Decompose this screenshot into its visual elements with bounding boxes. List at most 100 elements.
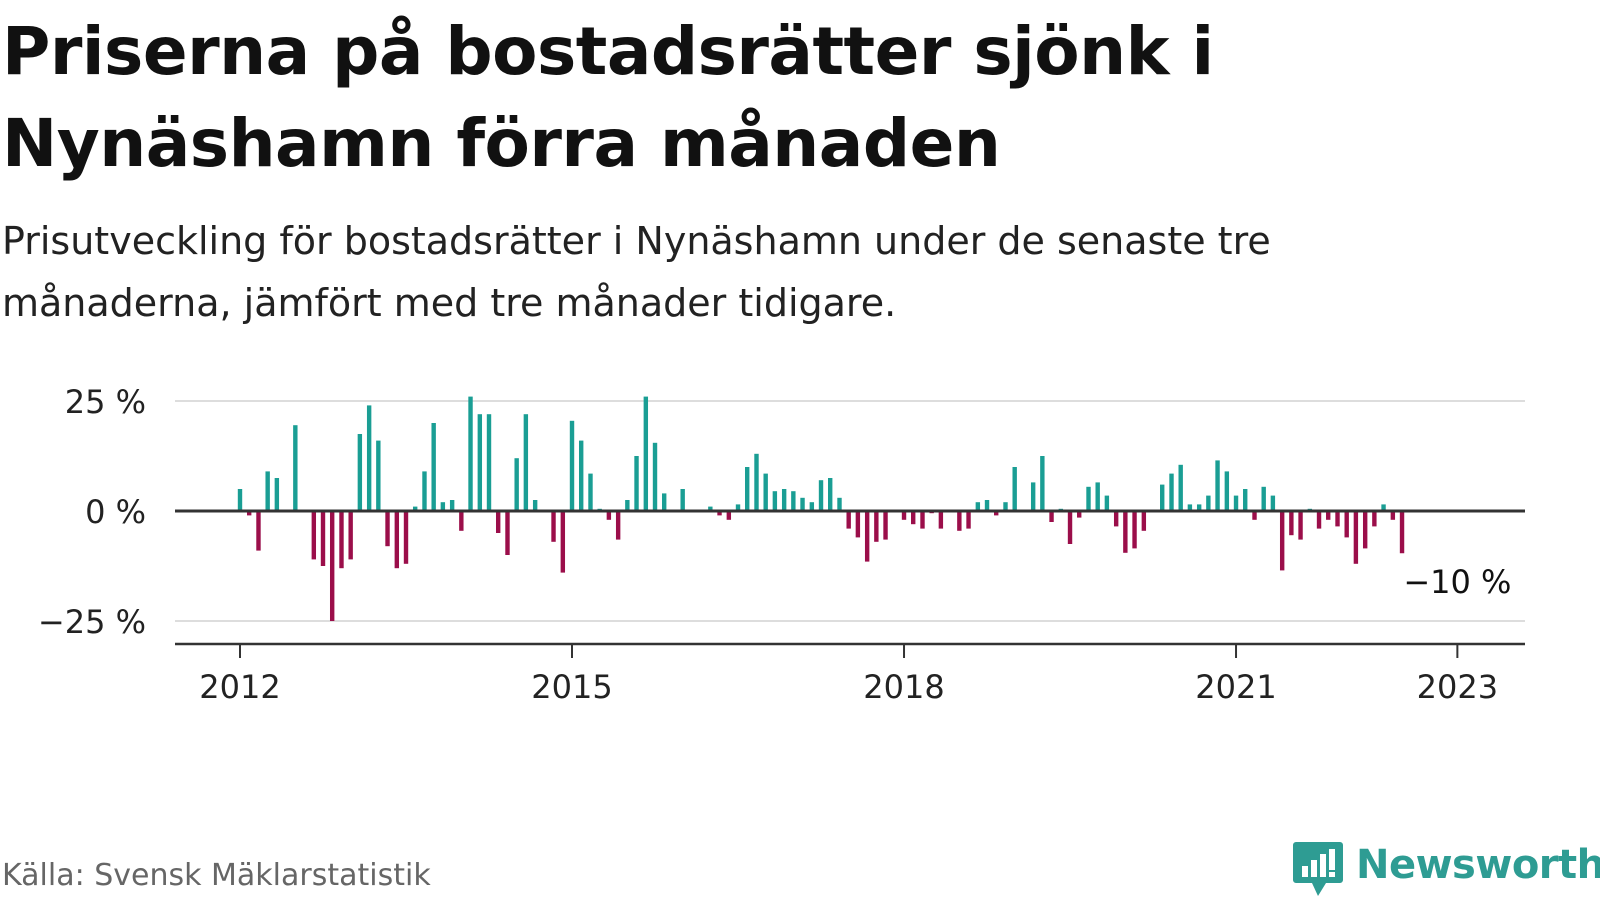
bar [1206, 495, 1211, 511]
x-tick-label: 2012 [199, 668, 280, 706]
bar [1095, 482, 1100, 511]
bar [320, 511, 326, 566]
bar [1335, 511, 1340, 527]
bar [1040, 456, 1045, 511]
bar [440, 502, 446, 511]
bar [1279, 511, 1285, 571]
bar [376, 440, 381, 511]
bar [809, 502, 815, 511]
bar [385, 511, 390, 547]
bar [1316, 511, 1322, 529]
bar [643, 396, 649, 511]
bar [1113, 511, 1119, 527]
bar [846, 511, 851, 529]
bar [1067, 511, 1073, 544]
x-tick-label: 2015 [531, 668, 612, 706]
bar [781, 489, 787, 511]
bar [1104, 495, 1110, 511]
bar [1252, 511, 1257, 520]
x-axis-ticks: 2012 2015 2018 2021 2023 [199, 644, 1498, 706]
bar [1289, 511, 1294, 536]
bar [1141, 511, 1147, 531]
bar [1362, 511, 1368, 549]
y-tick-label: 0 % [85, 493, 146, 531]
bar [717, 511, 722, 516]
bar [1261, 486, 1266, 511]
bar [1270, 495, 1276, 511]
bar [818, 480, 824, 511]
bar [615, 511, 621, 540]
bar [1187, 504, 1193, 511]
bar [837, 497, 842, 511]
bar [1224, 471, 1230, 511]
grid-lines [175, 400, 1525, 622]
bar [726, 511, 732, 520]
bar [1353, 511, 1359, 564]
brand-name: Newsworthy [1356, 842, 1600, 888]
bar [311, 511, 317, 560]
bar [828, 478, 833, 511]
bar [938, 511, 944, 529]
bar [1196, 504, 1202, 511]
bar [984, 500, 990, 511]
bar [708, 506, 713, 511]
bar [874, 511, 879, 542]
bar [975, 502, 981, 511]
brand-logo: Newsworthy [1292, 840, 1600, 900]
bar [274, 478, 280, 511]
bar [1030, 482, 1036, 511]
bar [578, 440, 584, 511]
bar [1049, 511, 1054, 522]
bar [265, 471, 270, 511]
bar [1123, 511, 1128, 553]
bar [514, 458, 519, 511]
bar [366, 405, 372, 511]
bar [1086, 486, 1091, 511]
bar [532, 500, 538, 511]
bar [901, 511, 907, 520]
bar [339, 511, 344, 569]
bar [957, 511, 962, 531]
newsworthy-icon [1293, 842, 1343, 896]
bar [1003, 502, 1008, 511]
bar [1077, 511, 1082, 518]
bar [348, 511, 353, 560]
bar [634, 456, 639, 511]
x-tick-label: 2018 [863, 668, 944, 706]
chart-title: Priserna på bostadsrätter sjönk i Nynäsh… [2, 13, 1214, 182]
bar [754, 453, 759, 511]
bar [459, 511, 464, 531]
bar [1381, 504, 1386, 511]
bar [486, 414, 492, 511]
bar [966, 511, 971, 529]
chart-subtitle: Prisutveckling för bostadsrätter i Nynäs… [2, 219, 1271, 325]
bars [237, 396, 1405, 621]
bar [735, 504, 741, 511]
bar [864, 511, 870, 562]
bar [1326, 511, 1331, 520]
x-tick-label: 2023 [1417, 668, 1498, 706]
bar [1160, 484, 1165, 511]
y-tick-label: −25 % [38, 603, 146, 641]
bar [357, 434, 363, 511]
bar [422, 471, 427, 511]
bar [883, 511, 888, 540]
bar-chart: 25 % 0 % −25 % 2012 2015 2018 2021 2023 −10 % [38, 383, 1525, 706]
bar [791, 491, 796, 511]
bar [1399, 511, 1405, 554]
bar [911, 511, 916, 525]
bar [329, 511, 335, 621]
bar [237, 489, 243, 511]
x-tick-label: 2021 [1195, 668, 1276, 706]
bar [994, 511, 999, 516]
last-value-annotation: −10 % [1403, 563, 1511, 601]
bar [1243, 489, 1248, 511]
bar [1215, 460, 1220, 511]
bar [1233, 495, 1239, 511]
bar [412, 506, 418, 511]
bar [1390, 511, 1396, 520]
bar [772, 491, 778, 511]
bar [1298, 511, 1303, 540]
bar [394, 511, 400, 569]
bar [920, 511, 925, 529]
